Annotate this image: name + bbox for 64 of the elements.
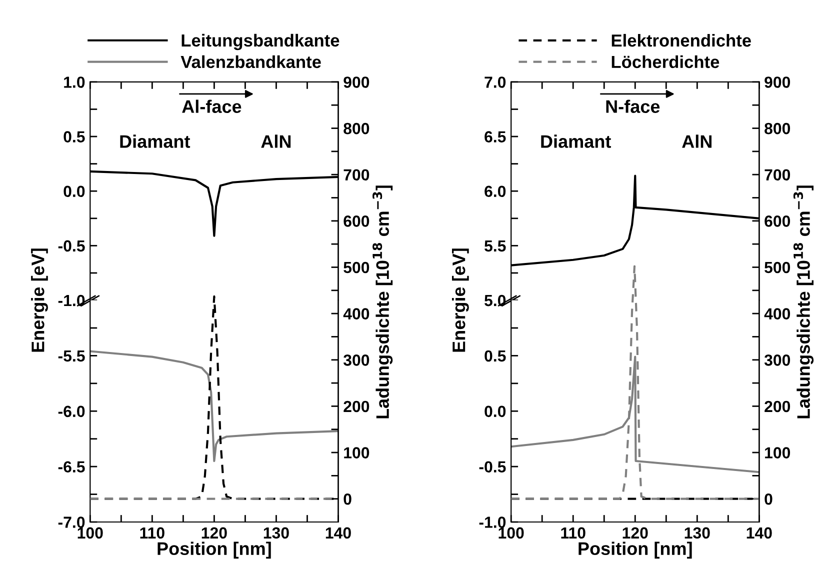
x-tick-label: 140 <box>746 527 772 539</box>
y2-tick-label: 600 <box>344 216 370 227</box>
y-tick-label: -6.5 <box>58 461 85 473</box>
line-series <box>511 265 760 500</box>
y2-tick-label: 0 <box>344 493 352 505</box>
annotation: Al-face <box>182 100 242 113</box>
x-tick-label: 130 <box>264 527 289 539</box>
y2-tick-label: 800 <box>344 122 370 134</box>
x-tick-label: 110 <box>561 527 586 539</box>
y-tick-label: 6.0 <box>484 186 506 198</box>
x-tick-label: 140 <box>326 527 351 539</box>
annotation: N-face <box>606 100 660 113</box>
y2-tick-label: 700 <box>764 169 790 181</box>
x-tick-label: 100 <box>78 527 103 539</box>
y2-tick-label: 900 <box>344 76 370 88</box>
line-series <box>90 350 338 462</box>
y2-tick-label: 400 <box>764 308 790 320</box>
y-tick-label: 0.5 <box>484 350 506 362</box>
y-axis-title: Energie [eV] <box>31 248 48 352</box>
y2-tick-label: 700 <box>344 169 370 181</box>
y2-tick-label: 100 <box>344 447 370 458</box>
y-tick-label: -0.5 <box>479 461 506 473</box>
legend-label: Leitungsbandkante <box>182 34 340 50</box>
y-tick-label: 0.5 <box>64 131 85 142</box>
y2-tick-label: 500 <box>764 262 790 274</box>
y-tick-label: 5.5 <box>484 240 506 252</box>
legend-label: Elektronendichte <box>612 34 751 47</box>
y-tick-label: -5.5 <box>58 350 85 362</box>
y2-tick-label: 900 <box>764 76 790 88</box>
legend-label: Löcherdichte <box>612 55 720 68</box>
legend-label: Valenzbandkante <box>180 55 321 68</box>
x-tick-label: 130 <box>684 527 710 539</box>
y2-tick-label: 800 <box>764 122 790 134</box>
annotation: AlN <box>261 134 291 148</box>
x-axis-title: Position [nm] <box>158 542 271 559</box>
y2-tick-label: 400 <box>343 308 370 320</box>
y2-tick-label: 600 <box>764 216 790 227</box>
y2-tick-label: 0 <box>764 493 772 505</box>
y-tick-label: -6.0 <box>58 406 85 418</box>
y-axis-title: Energie [eV] <box>452 248 469 352</box>
y2-tick-label: 500 <box>344 262 370 274</box>
annotation: Diamant <box>120 134 190 148</box>
x-tick-label: 120 <box>202 527 227 539</box>
x-tick-label: 120 <box>622 527 648 539</box>
y-tick-label: 0.0 <box>64 186 85 198</box>
y2-axis-title: Ladungsdichte [10$^{18}$ cm$^{−3}$] <box>372 186 393 418</box>
y-tick-label: -0.5 <box>58 240 85 252</box>
annotation: AlN <box>682 134 712 148</box>
y2-tick-label: 100 <box>765 447 790 458</box>
y2-tick-label: 200 <box>764 400 790 412</box>
x-tick-label: 110 <box>140 527 164 539</box>
y-tick-label: 1.0 <box>64 76 85 88</box>
y2-tick-label: 300 <box>343 354 370 366</box>
x-axis-title: Position [nm] <box>578 542 692 559</box>
annotation: Diamant <box>541 134 611 148</box>
y2-tick-label: 200 <box>344 400 370 412</box>
y-tick-label: -1.0 <box>479 516 506 528</box>
y2-tick-label: 300 <box>764 354 790 366</box>
y-tick-label: 7.0 <box>484 76 506 88</box>
y2-axis-title: Ladungsdichte [10$^{18}$ cm$^{−3}$] <box>793 186 814 418</box>
y-tick-label: 0.0 <box>484 406 506 418</box>
y-tick-label: -7.0 <box>58 516 85 528</box>
x-tick-label: 100 <box>498 527 524 539</box>
y-tick-label: 6.5 <box>484 131 506 142</box>
